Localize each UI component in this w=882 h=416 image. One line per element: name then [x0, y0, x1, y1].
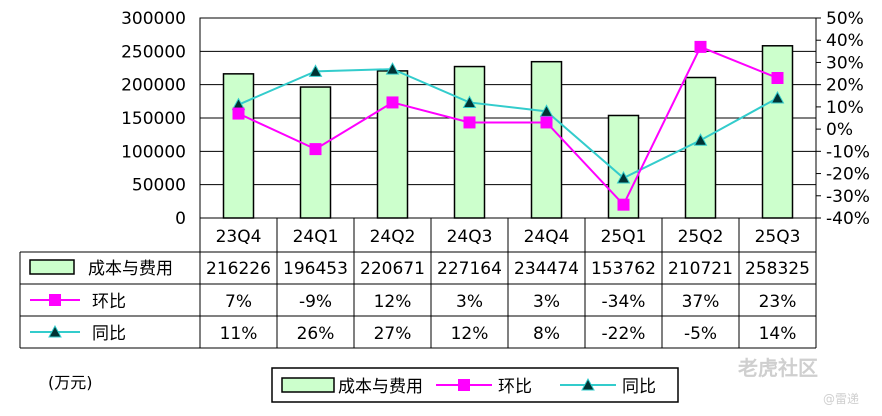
table-cell: -5%	[684, 324, 717, 344]
triangle-marker	[770, 90, 785, 104]
right-tick-label: 10%	[826, 98, 864, 118]
left-tick-label: 200000	[121, 76, 186, 96]
bar	[376, 70, 409, 219]
table-cell: 196453	[283, 259, 348, 279]
triangle-marker	[462, 95, 477, 108]
table-cell: 12%	[374, 292, 412, 312]
bar	[761, 45, 794, 219]
square-marker	[617, 198, 630, 211]
square-marker	[386, 96, 399, 109]
row-header: 同比	[92, 324, 126, 344]
series-line	[238, 68, 778, 180]
table-cell: 26%	[297, 324, 335, 344]
table-cell: 14%	[759, 324, 797, 344]
square-marker	[771, 72, 784, 84]
square-marker	[540, 116, 553, 129]
triangle-marker	[308, 64, 323, 77]
row-key-marker	[49, 294, 61, 306]
right-tick-label: -40%	[826, 209, 870, 229]
category-label: 23Q4	[216, 227, 262, 247]
category-label: 25Q3	[755, 227, 801, 247]
table-cell: 37%	[682, 292, 720, 312]
triangle-marker	[693, 133, 708, 146]
triangle-marker	[385, 62, 400, 75]
right-tick-label: -10%	[826, 142, 870, 162]
triangle-marker	[539, 104, 554, 117]
right-tick-label: 50%	[826, 9, 864, 29]
right-tick-label: 0%	[826, 120, 853, 140]
row-header: 成本与费用	[88, 259, 173, 279]
legend: 成本与费用 环比 同比	[271, 367, 679, 403]
square-marker	[309, 143, 322, 156]
table-cell: 216226	[206, 259, 271, 279]
square-marker	[463, 116, 476, 129]
table-cell: 210721	[668, 259, 733, 279]
legend-label: 同比	[622, 377, 656, 397]
table-cell: 23%	[759, 292, 797, 312]
category-label: 24Q2	[370, 227, 416, 247]
left-tick-label: 250000	[121, 42, 186, 62]
table-cell: 220671	[360, 259, 425, 279]
bar-series	[222, 45, 794, 219]
table-cell: 11%	[220, 324, 258, 344]
table-cell: 258325	[745, 259, 810, 279]
right-tick-label: -30%	[826, 187, 870, 207]
table-cell: 227164	[437, 259, 502, 279]
table-cell: -9%	[299, 292, 332, 312]
table-cell: 12%	[451, 324, 489, 344]
series-line	[238, 45, 778, 207]
table-cell: 3%	[533, 292, 560, 312]
data-table: 23Q4 24Q1 24Q2 24Q3 24Q4 25Q1 25Q2 25Q3 成本与费用 216…	[19, 218, 817, 392]
table-cell: -22%	[602, 324, 646, 344]
watermark-brand: 老虎社区	[738, 356, 818, 380]
category-label: 25Q2	[678, 227, 724, 247]
legend-key-marker	[581, 377, 595, 391]
bar	[607, 114, 640, 219]
row-header: 环比	[92, 292, 126, 312]
bar	[453, 65, 486, 219]
legend-key-marker	[458, 379, 470, 391]
grid-lines	[199, 17, 817, 219]
bar	[299, 86, 332, 219]
bar	[530, 60, 563, 219]
left-tick-label: 150000	[121, 109, 186, 129]
category-label: 24Q1	[293, 227, 339, 247]
table-cell: 234474	[514, 259, 579, 279]
left-tick-label: 100000	[121, 142, 186, 162]
axes: 0 50000 100000 150000 200000 250000 300000 -40%…	[121, 9, 870, 229]
watermark-author: @雷递	[823, 392, 860, 406]
table-cell: 8%	[533, 324, 560, 344]
table-cell: 7%	[225, 292, 252, 312]
right-tick-label: 40%	[826, 31, 864, 51]
square-marker	[694, 40, 707, 53]
category-label: 25Q1	[601, 227, 647, 247]
legend-key-bar	[281, 377, 335, 393]
row-key-bar	[29, 259, 75, 275]
left-tick-label: 0	[175, 209, 186, 229]
right-tick-label: 20%	[826, 76, 864, 96]
row-key-marker	[48, 324, 62, 338]
triangle-marker	[616, 170, 631, 184]
bar	[684, 76, 717, 219]
right-tick-label: -20%	[826, 165, 870, 185]
table-cell: 153762	[591, 259, 656, 279]
table-cell: 27%	[374, 324, 412, 344]
left-tick-label: 50000	[132, 176, 186, 196]
table-cell: -34%	[602, 292, 646, 312]
legend-label: 环比	[498, 377, 532, 397]
legend-label: 成本与费用	[338, 377, 423, 397]
category-label: 24Q3	[447, 227, 493, 247]
unit-label: (万元)	[48, 373, 93, 392]
right-tick-label: 30%	[826, 53, 864, 73]
table-cell: 3%	[456, 292, 483, 312]
square-marker	[232, 107, 245, 120]
line-series	[231, 40, 785, 211]
left-tick-label: 300000	[121, 9, 186, 29]
bar	[222, 73, 255, 219]
category-label: 24Q4	[524, 227, 570, 247]
